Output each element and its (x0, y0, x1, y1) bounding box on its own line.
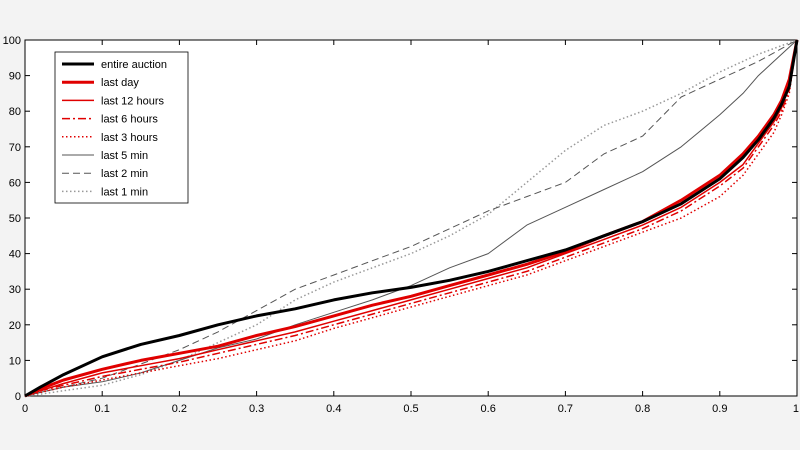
x-tick-label: 0 (22, 403, 28, 415)
y-tick-label: 10 (9, 355, 21, 367)
y-tick-label: 40 (9, 249, 21, 261)
legend-label: last 3 hours (101, 132, 158, 144)
series-line-1 (24, 39, 799, 398)
y-axis: 0 10 20 30 40 50 60 70 80 90 100 (3, 35, 797, 403)
series-line-0 (24, 39, 799, 398)
x-tick-label: 0.6 (481, 403, 496, 415)
series-line-4 (24, 39, 798, 397)
legend-label: last day (101, 77, 139, 89)
y-tick-label: 60 (9, 177, 21, 189)
x-tick-label: 1 (793, 403, 799, 415)
y-tick-label: 30 (9, 284, 21, 296)
x-tick-label: 0.7 (558, 403, 573, 415)
x-axis: 0 0.1 0.2 0.3 0.4 0.5 0.6 0.7 0.8 0.9 1 (22, 40, 799, 415)
y-tick-label: 100 (3, 35, 21, 47)
series-layer (24, 39, 799, 398)
legend-label: last 1 min (101, 186, 148, 198)
x-tick-label: 0.5 (403, 403, 418, 415)
legend-label: last 2 min (101, 168, 148, 180)
y-tick-label: 20 (9, 320, 21, 332)
y-tick-label: 0 (15, 391, 21, 403)
series-line-6 (24, 39, 798, 397)
legend-label: last 5 min (101, 150, 148, 162)
legend-label: last 6 hours (101, 114, 158, 126)
x-tick-label: 0.8 (635, 403, 650, 415)
legend: entire auction last day last 12 hours last … (54, 51, 189, 204)
y-tick-label: 70 (9, 142, 21, 154)
series-line-2 (24, 39, 798, 397)
legend-label: entire auction (101, 59, 167, 71)
x-tick-label: 0.4 (326, 403, 341, 415)
x-tick-label: 0.3 (249, 403, 264, 415)
y-tick-label: 80 (9, 106, 21, 118)
y-tick-label: 90 (9, 71, 21, 83)
legend-box (54, 51, 189, 204)
x-tick-label: 0.2 (172, 403, 187, 415)
series-line-3 (24, 39, 798, 397)
y-tick-label: 50 (9, 213, 21, 225)
x-tick-label: 0.1 (95, 403, 110, 415)
legend-label: last 12 hours (101, 95, 164, 107)
x-tick-label: 0.9 (712, 403, 727, 415)
series-line-5 (24, 39, 798, 397)
